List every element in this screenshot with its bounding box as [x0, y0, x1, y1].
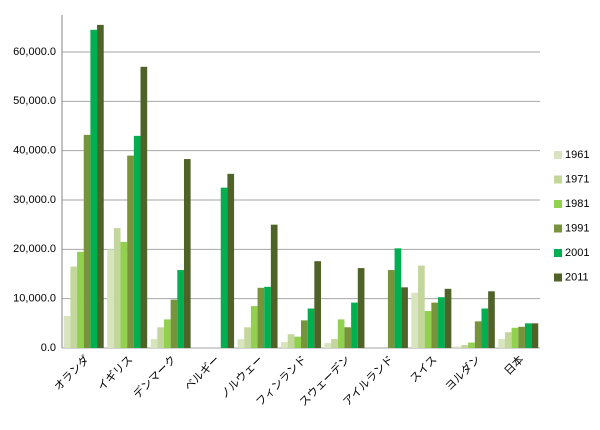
bar	[157, 327, 164, 348]
bar	[418, 265, 425, 348]
legend-label: 1981	[565, 198, 589, 210]
bar	[424, 311, 432, 348]
bar	[357, 268, 365, 348]
bar	[244, 327, 251, 348]
y-tick-label: 10,000.0	[13, 293, 56, 305]
bar	[70, 266, 78, 348]
bar	[531, 323, 539, 348]
y-tick-label: 50,000.0	[13, 95, 56, 107]
bar	[331, 339, 338, 348]
legend-swatch	[554, 151, 562, 159]
bar	[127, 155, 134, 348]
bar	[107, 249, 114, 348]
bar	[518, 326, 525, 348]
legend-swatch	[554, 224, 562, 233]
legend-swatch	[554, 175, 562, 184]
bar	[120, 241, 128, 348]
bar	[83, 134, 91, 348]
bar	[63, 315, 71, 348]
legend-swatch	[554, 273, 562, 282]
bar	[387, 270, 395, 348]
legend-label: 1991	[565, 222, 589, 234]
bar	[294, 336, 301, 348]
bar	[97, 24, 104, 348]
bar	[511, 327, 519, 348]
y-tick-label: 0.0	[41, 342, 56, 354]
bar	[468, 342, 475, 348]
y-tick-label: 40,000.0	[13, 145, 56, 157]
bar	[281, 342, 288, 348]
y-tick-label: 20,000.0	[13, 243, 56, 255]
legend-swatch	[554, 249, 562, 257]
bar	[163, 319, 171, 348]
legend-label: 1961	[565, 149, 589, 161]
bar	[488, 291, 495, 348]
bar	[401, 287, 408, 348]
y-tick-label: 60,000.0	[13, 46, 56, 58]
bar	[461, 345, 469, 348]
legend-swatch	[554, 200, 562, 208]
bar	[220, 187, 228, 348]
bar	[150, 339, 158, 348]
bar	[227, 173, 235, 348]
bar	[307, 308, 315, 348]
bar	[314, 261, 321, 348]
bar	[287, 334, 295, 348]
bar	[438, 297, 445, 348]
bar	[177, 270, 184, 348]
legend-label: 2001	[565, 247, 589, 259]
legend-label: 2011	[565, 271, 589, 283]
bar	[431, 302, 439, 348]
bar	[454, 346, 462, 348]
bar	[504, 332, 512, 348]
bar	[250, 306, 258, 348]
bar	[301, 320, 308, 348]
bar	[237, 339, 245, 348]
y-tick-label: 30,000.0	[13, 194, 56, 206]
bar	[183, 159, 191, 348]
bar	[394, 248, 402, 348]
bar	[344, 327, 352, 348]
bar	[270, 224, 278, 348]
legend-label: 1971	[565, 173, 589, 185]
bar	[444, 288, 452, 348]
bar	[351, 302, 358, 348]
bar	[140, 66, 148, 349]
bar	[170, 299, 178, 348]
bar	[257, 287, 265, 348]
bar	[498, 339, 505, 348]
bar	[113, 228, 121, 348]
bar	[474, 321, 482, 348]
bar	[264, 286, 271, 348]
bar	[133, 135, 141, 348]
bar	[90, 29, 98, 349]
bar	[524, 323, 532, 348]
bar	[411, 292, 419, 348]
bar	[337, 319, 345, 348]
bar	[77, 251, 84, 348]
bar	[481, 308, 489, 348]
bar	[324, 343, 332, 348]
